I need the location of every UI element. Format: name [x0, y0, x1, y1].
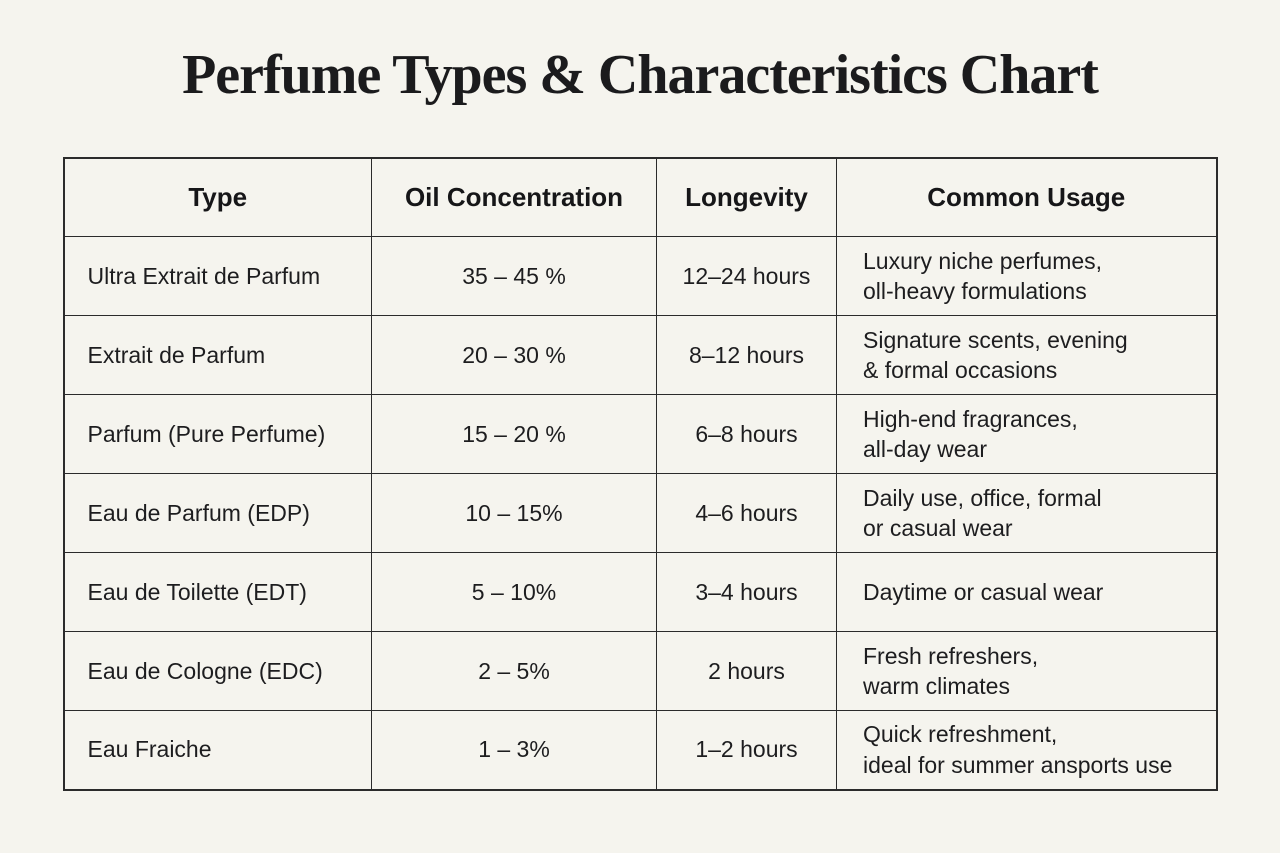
cell-oil-concentration: 15 – 20 % [371, 394, 657, 475]
cell-type: Extrait de Parfum [63, 315, 372, 396]
cell-oil-concentration: 2 – 5% [371, 631, 657, 712]
table-row: Eau Fraiche 1 – 3% 1–2 hours Quick refre… [63, 710, 1217, 791]
cell-longevity: 6–8 hours [656, 394, 837, 475]
cell-type: Eau Fraiche [63, 710, 372, 791]
cell-longevity: 4–6 hours [656, 473, 837, 554]
cell-oil-concentration: 20 – 30 % [371, 315, 657, 396]
cell-longevity: 2 hours [656, 631, 837, 712]
table-row: Parfum (Pure Perfume) 15 – 20 % 6–8 hour… [63, 394, 1217, 475]
cell-type: Ultra Extrait de Parfum [63, 236, 372, 317]
cell-type: Eau de Cologne (EDC) [63, 631, 372, 712]
cell-type: Eau de Parfum (EDP) [63, 473, 372, 554]
table-row: Eau de Toilette (EDT) 5 – 10% 3–4 hours … [63, 552, 1217, 633]
cell-longevity: 12–24 hours [656, 236, 837, 317]
header-row: Type Oil Concentration Longevity Common … [63, 157, 1217, 238]
cell-longevity: 3–4 hours [656, 552, 837, 633]
page-title: Perfume Types & Characteristics Chart [182, 44, 1099, 106]
cell-common-usage: Signature scents, evening & formal occas… [836, 315, 1217, 396]
column-header-type: Type [63, 157, 372, 238]
cell-common-usage: Quick refreshment, ideal for summer ansp… [836, 710, 1217, 791]
cell-type: Eau de Toilette (EDT) [63, 552, 372, 633]
table-row: Ultra Extrait de Parfum 35 – 45 % 12–24 … [63, 236, 1217, 317]
cell-longevity: 8–12 hours [656, 315, 837, 396]
cell-oil-concentration: 1 – 3% [371, 710, 657, 791]
cell-type: Parfum (Pure Perfume) [63, 394, 372, 475]
cell-common-usage: Daily use, office, formal or casual wear [836, 473, 1217, 554]
cell-oil-concentration: 35 – 45 % [371, 236, 657, 317]
cell-longevity: 1–2 hours [656, 710, 837, 791]
cell-oil-concentration: 5 – 10% [371, 552, 657, 633]
cell-common-usage: Daytime or casual wear [836, 552, 1217, 633]
column-header-longevity: Longevity [656, 157, 837, 238]
perfume-types-table: Type Oil Concentration Longevity Common … [62, 156, 1218, 791]
table-row: Eau de Parfum (EDP) 10 – 15% 4–6 hours D… [63, 473, 1217, 554]
column-header-oil-concentration: Oil Concentration [371, 157, 657, 238]
cell-common-usage: Luxury niche perfumes, oll-heavy formula… [836, 236, 1217, 317]
table-row: Eau de Cologne (EDC) 2 – 5% 2 hours Fres… [63, 631, 1217, 712]
table-row: Extrait de Parfum 20 – 30 % 8–12 hours S… [63, 315, 1217, 396]
cell-common-usage: Fresh refreshers, warm climates [836, 631, 1217, 712]
cell-common-usage: High-end fragrances, all-day wear [836, 394, 1217, 475]
column-header-common-usage: Common Usage [836, 157, 1217, 238]
cell-oil-concentration: 10 – 15% [371, 473, 657, 554]
